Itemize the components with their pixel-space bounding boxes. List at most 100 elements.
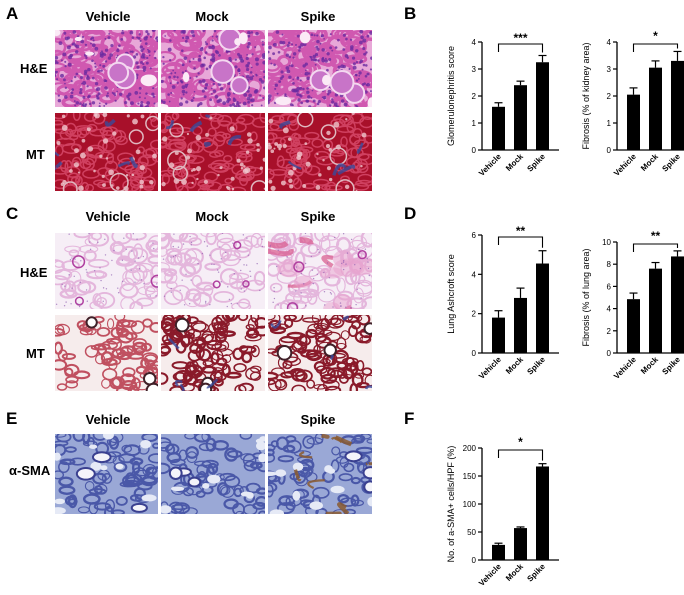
y-tick-label: 2 xyxy=(607,92,612,101)
y-tick-label: 3 xyxy=(472,65,477,74)
chart-glomerulonephritis-score: 0 1 2 3 4 Glomerulonephritis score Vehicle Mock… xyxy=(446,31,559,178)
column-header-spike: Spike xyxy=(300,9,336,24)
y-axis-label: No. of a-SMA+ cells/HPF (%) xyxy=(446,446,456,563)
bar-spike xyxy=(671,60,684,150)
significance-marker: ** xyxy=(651,229,661,243)
x-tick-label: Mock xyxy=(639,355,660,376)
x-tick-label: Vehicle xyxy=(477,562,503,588)
y-axis-label: Lung Ashcroft score xyxy=(446,254,456,334)
micrograph-c-he-vehicle xyxy=(55,233,158,309)
y-tick-label: 4 xyxy=(472,38,477,47)
bar-spike xyxy=(536,466,549,560)
x-tick-label: Mock xyxy=(504,562,525,583)
significance-marker: *** xyxy=(513,31,527,45)
micrograph-a-mt-mock xyxy=(161,113,265,191)
x-tick-label: Vehicle xyxy=(477,355,503,381)
row-label-mt: MT xyxy=(26,147,45,162)
y-tick-label: 3 xyxy=(607,65,612,74)
x-tick-label: Mock xyxy=(639,152,660,173)
micrograph-c-he-mock xyxy=(161,233,265,309)
micrograph-c-mt-spike xyxy=(268,315,372,391)
bar-mock xyxy=(514,85,527,150)
significance-marker: * xyxy=(653,29,658,43)
micrograph-a-mt-vehicle xyxy=(55,113,158,191)
micrograph-e-sma-vehicle xyxy=(55,434,158,514)
significance-bracket xyxy=(632,43,679,52)
significance-bracket xyxy=(632,243,679,252)
y-tick-label: 0 xyxy=(472,349,477,358)
chart-kidney-fibrosis: 0 1 2 3 4 Fibrosis (% of kidney area) Vehicle M… xyxy=(581,29,684,178)
chart-alpha-sma-cells: 0 50 100 150 200 No. of a-SMA+ cells/HPF (%) V… xyxy=(446,435,559,588)
bar-mock xyxy=(649,268,662,353)
column-header-vehicle: Vehicle xyxy=(85,412,131,427)
bar-vehicle xyxy=(627,94,640,150)
micrograph-c-mt-mock xyxy=(161,315,265,391)
significance-bracket xyxy=(497,449,544,461)
row-label-mt: MT xyxy=(26,346,45,361)
column-header-spike: Spike xyxy=(300,412,336,427)
row-label-he: H&E xyxy=(20,61,48,76)
bar-vehicle xyxy=(492,544,505,560)
y-tick-label: 0 xyxy=(607,349,612,358)
y-tick-label: 200 xyxy=(463,444,477,453)
bar-spike xyxy=(536,62,549,150)
y-tick-label: 4 xyxy=(607,305,612,314)
column-header-mock: Mock xyxy=(195,412,229,427)
micrograph-a-he-mock xyxy=(161,30,265,107)
bar-mock xyxy=(514,528,527,560)
x-tick-label: Mock xyxy=(504,355,525,376)
y-axis-label: Glomerulonephritis score xyxy=(446,46,456,146)
y-tick-label: 6 xyxy=(472,231,477,240)
x-tick-label: Spike xyxy=(525,152,547,174)
y-tick-label: 6 xyxy=(607,282,612,291)
micrograph-a-mt-spike xyxy=(268,113,372,191)
panel-label-c: C xyxy=(6,204,19,223)
x-tick-label: Vehicle xyxy=(612,152,638,178)
significance-bracket xyxy=(497,43,544,53)
y-tick-label: 150 xyxy=(463,472,477,481)
significance-marker: * xyxy=(518,435,523,449)
y-tick-label: 10 xyxy=(602,238,611,247)
bar-mock xyxy=(514,297,527,353)
bar-spike xyxy=(536,263,549,353)
bar-vehicle xyxy=(627,299,640,353)
row-label-alpha-sma: α-SMA xyxy=(9,463,51,478)
chart-lung-ashcroft-score: 0 2 4 6 Lung Ashcroft score Vehicle Mock Spike *… xyxy=(446,224,559,381)
column-header-vehicle: Vehicle xyxy=(85,9,131,24)
x-tick-label: Spike xyxy=(660,355,682,377)
bar-vehicle xyxy=(492,317,505,353)
micrograph-c-mt-vehicle xyxy=(55,315,158,391)
micrograph-e-sma-spike xyxy=(268,434,372,514)
column-header-spike: Spike xyxy=(300,209,336,224)
column-header-mock: Mock xyxy=(195,209,229,224)
panel-label-d: D xyxy=(404,204,417,223)
y-tick-label: 0 xyxy=(472,556,477,565)
x-tick-label: Vehicle xyxy=(477,152,503,178)
y-axis-label: Fibrosis (% of lung area) xyxy=(581,248,591,346)
y-tick-label: 2 xyxy=(472,92,477,101)
x-tick-label: Vehicle xyxy=(612,355,638,381)
column-header-mock: Mock xyxy=(195,9,229,24)
bar-mock xyxy=(649,67,662,150)
y-tick-label: 2 xyxy=(472,310,477,319)
y-tick-label: 50 xyxy=(467,528,476,537)
x-tick-label: Spike xyxy=(525,562,547,584)
row-label-he: H&E xyxy=(20,265,48,280)
y-tick-label: 1 xyxy=(472,119,477,128)
bar-vehicle xyxy=(492,106,505,150)
panel-label-a: A xyxy=(6,4,19,23)
x-tick-label: Spike xyxy=(660,152,682,174)
y-tick-label: 0 xyxy=(472,146,477,155)
y-tick-label: 2 xyxy=(607,327,612,336)
x-tick-label: Mock xyxy=(504,152,525,173)
y-tick-label: 100 xyxy=(463,500,477,509)
y-tick-label: 8 xyxy=(607,260,612,269)
y-tick-label: 0 xyxy=(607,146,612,155)
column-header-vehicle: Vehicle xyxy=(85,209,131,224)
x-tick-label: Spike xyxy=(525,355,547,377)
micrograph-c-he-spike xyxy=(268,233,372,309)
panel-label-b: B xyxy=(404,4,417,23)
y-tick-label: 1 xyxy=(607,119,612,128)
significance-bracket xyxy=(497,236,544,248)
micrograph-e-sma-mock xyxy=(161,434,265,514)
